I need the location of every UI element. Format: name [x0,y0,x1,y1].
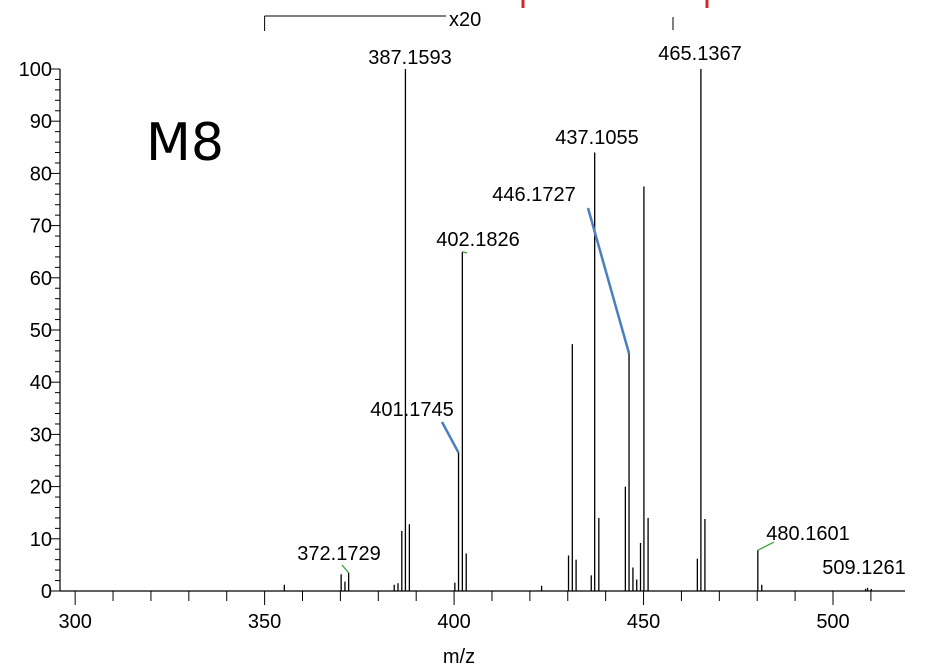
y-tick-label: 20 [30,477,52,499]
x-tick-label: 400 [437,611,470,633]
x-tick-label: 300 [58,611,91,633]
y-tick-label: 30 [30,424,52,446]
peaks-layer [283,69,872,591]
x-tick-label: 350 [248,611,281,633]
peak-labels-layer: 387.1593 465.1367 437.1055 446.1727 402.1826… [297,43,905,579]
y-tick-label: 90 [30,111,52,133]
label-connector [440,421,460,454]
peak-label: 372.1729 [297,543,380,565]
label-connector [341,564,350,574]
peak-label: 387.1593 [368,47,451,69]
peak-label: 480.1601 [766,523,849,545]
y-tick-label: 10 [30,529,52,551]
y-tick-label: 40 [30,372,52,394]
y-tick-label: 50 [30,320,52,342]
x-tick-label: 500 [816,611,849,633]
y-tick-label: 60 [30,268,52,290]
peak-label: 401.1745 [370,399,453,421]
y-tick-label: 80 [30,163,52,185]
label-connector [757,541,775,551]
y-tick-label: 0 [41,581,52,603]
peak-label: 437.1055 [555,127,638,149]
y-tick-label: 100 [19,59,52,81]
x-tick-label: 450 [627,611,660,633]
label-connectors-layer [341,207,775,574]
peak-label: 446.1727 [492,184,575,206]
label-connector [462,251,468,254]
axis-ticks-layer: 0 10 20 30 40 50 60 70 80 90 100 300 350 400 450 500 [19,59,872,633]
y-tick-label: 70 [30,216,52,238]
label-connector [586,207,631,354]
annotations-layer: x20 [264,0,709,31]
peak-label: 465.1367 [658,43,741,65]
x-axis-title: m/z [443,646,475,668]
compound-label: M8 [146,113,224,173]
zoom-factor-label: x20 [449,9,481,31]
peak-label: 402.1826 [436,229,519,251]
peak-label: 509.1261 [822,557,905,579]
